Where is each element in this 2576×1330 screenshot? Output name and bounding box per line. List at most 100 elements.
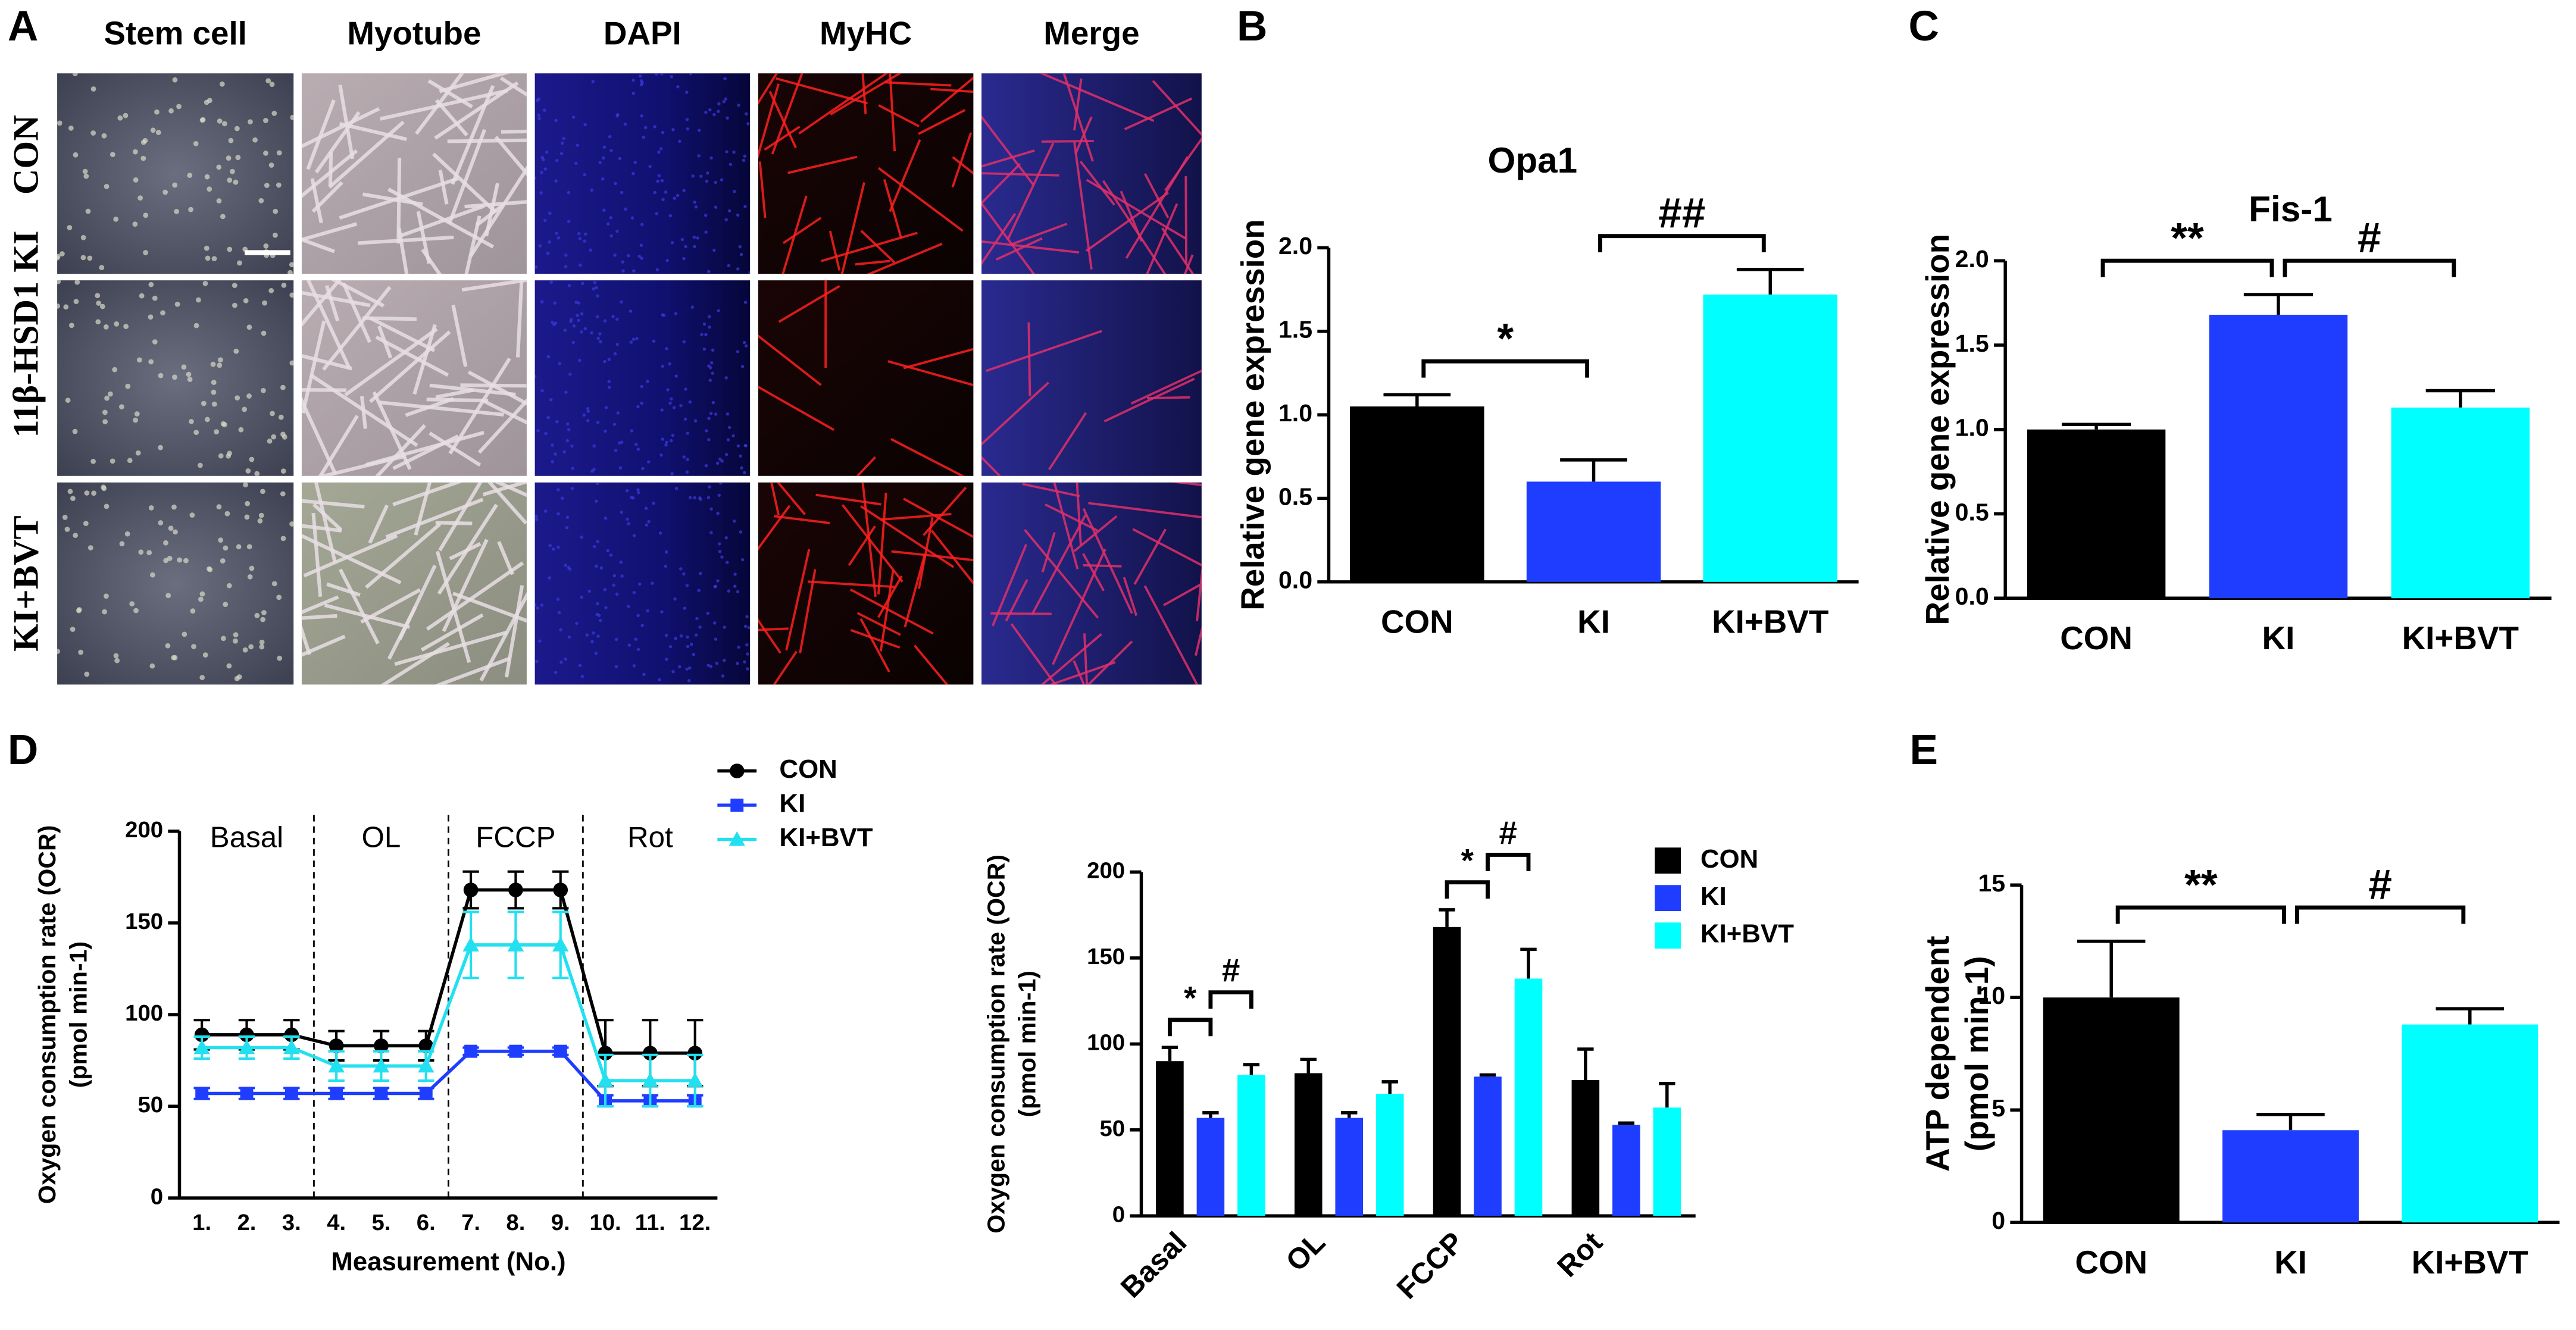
cell [99, 303, 105, 309]
micrograph [534, 280, 751, 476]
myotube [301, 107, 380, 149]
myotube [324, 603, 411, 629]
series-line [202, 888, 695, 1055]
cell [714, 205, 718, 209]
cell [725, 150, 729, 154]
legend-label: KI+BVT [1700, 919, 1794, 949]
myotube [981, 381, 1049, 446]
myotube [981, 455, 1002, 476]
cell [634, 637, 638, 641]
myotube [475, 204, 504, 227]
cell [548, 544, 552, 547]
cell [127, 458, 133, 464]
cell [580, 330, 583, 334]
cell [746, 652, 749, 656]
myotube [992, 544, 1027, 627]
micrograph-texture [981, 73, 1202, 274]
myotube [493, 482, 527, 497]
cell [732, 150, 736, 154]
cell [123, 112, 129, 118]
cell [674, 374, 678, 378]
cell [254, 471, 260, 476]
myotube [380, 89, 508, 121]
cell [727, 589, 731, 593]
cell [579, 263, 582, 267]
cell [125, 383, 131, 389]
cell [211, 389, 217, 395]
myotube [855, 259, 890, 266]
cell [571, 115, 576, 119]
myotube [877, 492, 887, 594]
cell [590, 470, 594, 473]
cell [235, 155, 241, 160]
cell [686, 127, 690, 131]
point [553, 883, 568, 897]
cell [614, 665, 618, 668]
cell [671, 669, 675, 674]
micrograph [57, 73, 294, 274]
cell [661, 130, 665, 134]
cell [684, 90, 689, 94]
cell [726, 116, 729, 120]
phase-label: Rot [627, 821, 673, 854]
cell [665, 440, 668, 444]
cell [260, 489, 265, 495]
cell [567, 428, 571, 431]
y-axis-label: Relative gene expression [1919, 234, 1956, 625]
cell [585, 633, 589, 637]
cell [200, 117, 206, 123]
cell [736, 267, 740, 271]
cell [690, 305, 695, 309]
cell [736, 590, 740, 594]
column-header: Stem cell [104, 15, 246, 52]
cell [740, 466, 743, 470]
cell [693, 496, 696, 500]
myotube [1146, 203, 1178, 274]
myotube [301, 222, 358, 242]
cell [551, 320, 554, 324]
myotube [1010, 623, 1057, 685]
cell [673, 196, 677, 200]
cell [616, 411, 620, 415]
significance-label: # [1222, 952, 1240, 988]
cell [560, 141, 564, 145]
cell [679, 634, 683, 638]
cell [635, 337, 639, 340]
cell [724, 218, 728, 221]
cell [535, 659, 539, 664]
myotube [848, 525, 876, 566]
cell [733, 584, 737, 588]
myotube [981, 201, 1036, 274]
cell [140, 155, 146, 161]
cell [214, 429, 220, 434]
point [284, 1027, 299, 1043]
bar [2209, 314, 2348, 599]
significance-bracket [1598, 234, 1766, 253]
cell [742, 340, 746, 345]
myotube [303, 534, 398, 578]
cell [615, 342, 620, 346]
cell [590, 188, 594, 192]
myotube [758, 334, 822, 386]
cell [708, 108, 712, 112]
cell [577, 231, 581, 236]
bar [1375, 1094, 1404, 1216]
myotube [477, 398, 527, 454]
myotube [986, 330, 1102, 373]
cell [90, 130, 96, 136]
cell [723, 658, 726, 662]
cell [235, 395, 240, 401]
myotube [889, 139, 921, 212]
myotube [306, 99, 336, 170]
cell [695, 617, 699, 621]
cell [743, 660, 746, 664]
cell [227, 177, 233, 183]
myotube [339, 177, 459, 220]
myotube [861, 73, 867, 114]
cell [640, 256, 643, 260]
cell [534, 603, 537, 607]
point [597, 1072, 614, 1087]
myotube [387, 187, 495, 249]
cell [84, 671, 90, 677]
myotube [452, 592, 527, 623]
